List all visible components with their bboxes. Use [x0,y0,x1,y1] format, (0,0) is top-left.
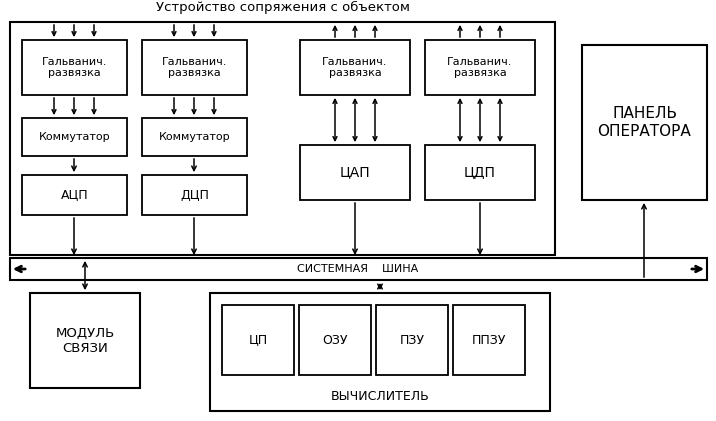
Bar [453,305,525,375]
Bar [376,305,448,375]
Bar [425,40,535,95]
Text: ПЗУ: ПЗУ [400,333,425,346]
Text: ПАНЕЛЬ
ОПЕРАТОРА: ПАНЕЛЬ ОПЕРАТОРА [598,106,692,139]
Bar [142,40,247,95]
Text: Устройство сопряжения с объектом: Устройство сопряжения с объектом [155,1,410,14]
Bar [22,40,127,95]
Text: ЦАП: ЦАП [339,165,370,179]
Text: АЦП: АЦП [61,189,88,202]
Text: ЦДП: ЦДП [464,165,496,179]
Text: Гальванич.
развязка: Гальванич. развязка [42,57,107,78]
Text: Коммутатор: Коммутатор [159,132,231,142]
Text: ВЫЧИСЛИТЕЛЬ: ВЫЧИСЛИТЕЛЬ [331,390,430,403]
Bar [299,305,371,375]
Text: ОЗУ: ОЗУ [322,333,348,346]
Text: ППЗУ: ППЗУ [472,333,506,346]
Text: СИСТЕМНАЯ    ШИНА: СИСТЕМНАЯ ШИНА [297,264,419,274]
Bar [582,45,707,200]
Bar [300,145,410,200]
Text: ДЦП: ДЦП [180,189,209,202]
Text: Гальванич.
развязка: Гальванич. развязка [162,57,227,78]
Text: Гальванич.
развязка: Гальванич. развязка [322,57,387,78]
Bar [222,305,294,375]
Bar [10,258,707,280]
Text: Гальванич.
развязка: Гальванич. развязка [448,57,513,78]
Bar [210,293,550,411]
Text: ЦП: ЦП [248,333,268,346]
Bar [22,175,127,215]
Bar [30,293,140,388]
Bar [22,118,127,156]
Bar [300,40,410,95]
Bar [142,175,247,215]
Text: Коммутатор: Коммутатор [39,132,110,142]
Text: МОДУЛЬ
СВЯЗИ: МОДУЛЬ СВЯЗИ [55,327,115,354]
Bar [425,145,535,200]
Bar [10,22,555,255]
Bar [142,118,247,156]
